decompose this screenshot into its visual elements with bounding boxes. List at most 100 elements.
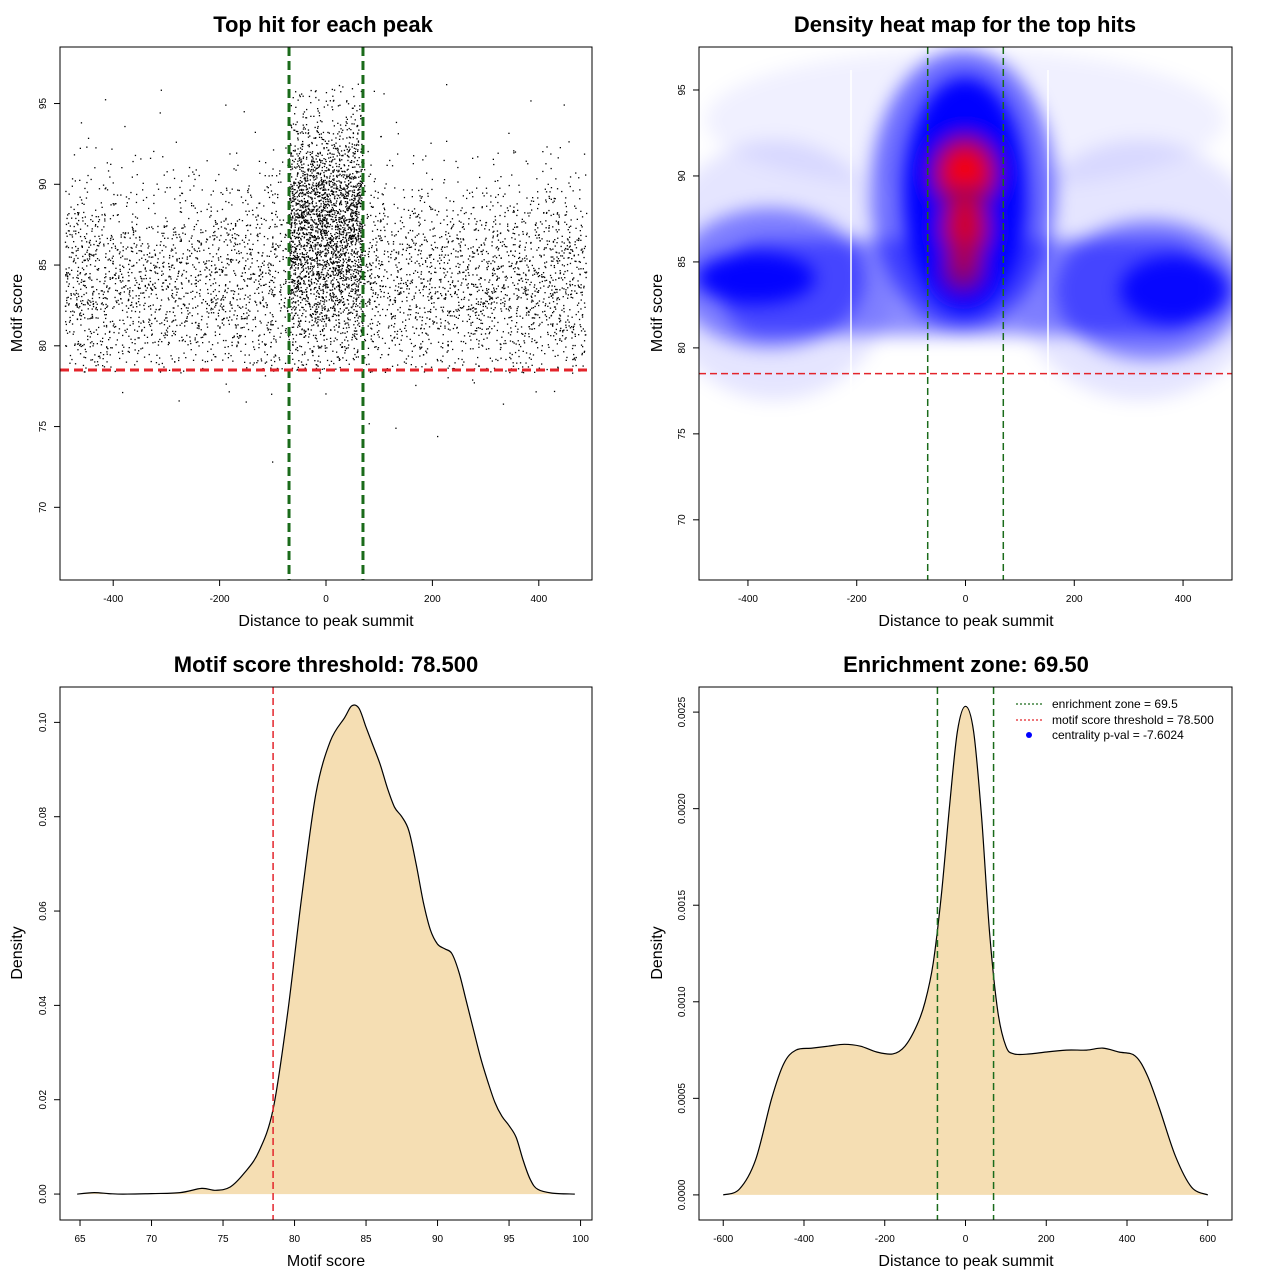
scatter-point-background (130, 191, 132, 194)
scatter-point-background (343, 219, 345, 221)
scatter-point-background (256, 362, 258, 364)
scatter-point-background (512, 341, 514, 343)
scatter-point-background (102, 297, 104, 299)
scatter-point-background (272, 236, 274, 238)
scatter-point-background (430, 208, 432, 211)
scatter-point-background (466, 197, 468, 200)
scatter-point-background (368, 300, 370, 302)
scatter-point-background (315, 286, 317, 289)
scatter-point-background (79, 147, 81, 149)
scatter-point-background (79, 353, 82, 355)
scatter-point-background (198, 325, 200, 327)
scatter-point-background (369, 299, 371, 301)
scatter-point-background (377, 191, 379, 194)
scatter-point-central (297, 155, 299, 157)
scatter-point-background (493, 287, 495, 289)
scatter-point-background (431, 178, 433, 181)
scatter-point-background (106, 361, 108, 363)
scatter-point-background (517, 340, 519, 342)
scatter-point-background (447, 254, 449, 256)
scatter-point-background (428, 288, 431, 291)
scatter-point-background (480, 298, 482, 300)
scatter-point-background (451, 240, 453, 243)
scatter-point-background (494, 219, 497, 221)
scatter-point-background (552, 213, 555, 215)
scatter-point-central (346, 101, 348, 103)
scatter-point-background (545, 266, 547, 269)
scatter-point-background (221, 208, 224, 211)
scatter-point-background (561, 255, 564, 257)
scatter-point-background (301, 291, 304, 294)
scatter-point-background (453, 311, 455, 313)
scatter-point-background (437, 291, 439, 293)
scatter-point-background (394, 258, 396, 261)
scatter-point-background (76, 222, 78, 225)
scatter-point-background (389, 159, 391, 162)
scatter-point-background (252, 273, 254, 275)
scatter-point-background (397, 153, 399, 155)
scatter-point-background (134, 154, 137, 157)
scatter-point-background (417, 254, 419, 256)
scatter-point-background (106, 306, 108, 308)
scatter-point-central (307, 202, 309, 204)
scatter-point-background (168, 266, 170, 268)
scatter-point-background (565, 359, 567, 361)
scatter-point-background (228, 391, 230, 393)
scatter-point-background (258, 275, 260, 277)
scatter-point-central (357, 200, 359, 202)
scatter-point-background (364, 283, 366, 285)
scatter-point-background (163, 319, 166, 321)
scatter-point-central (351, 219, 353, 221)
scatter-point-background (558, 252, 560, 254)
scatter-point-background (97, 333, 99, 335)
scatter-point-background (486, 205, 488, 207)
scatter-point-background (123, 291, 125, 293)
scatter-point-background (338, 357, 340, 360)
scatter-point-background (447, 377, 449, 379)
scatter-point-background (367, 266, 369, 268)
scatter-point-background (565, 326, 567, 329)
scatter-point-background (224, 274, 226, 276)
scatter-point-background (176, 236, 178, 239)
scatter-point-central (325, 182, 327, 184)
scatter-point-background (283, 269, 285, 272)
scatter-point-background (117, 299, 119, 302)
scatter-point-background (518, 343, 520, 346)
scatter-point-central (357, 236, 359, 238)
scatter-point-background (226, 317, 228, 319)
scatter-point-background (115, 278, 117, 280)
scatter-point-background (524, 257, 526, 259)
scatter-point-background (375, 259, 377, 262)
scatter-point-background (101, 229, 103, 231)
scatter-point-background (94, 225, 97, 227)
scatter-point-central (290, 247, 292, 249)
scatter-point-background (485, 237, 487, 239)
scatter-point-background (553, 266, 556, 269)
scatter-point-background (81, 302, 83, 305)
scatter-point-central (307, 255, 309, 257)
scatter-point-background (270, 323, 272, 325)
scatter-point-background (109, 239, 112, 241)
scatter-point-background (108, 258, 110, 260)
scatter-point-background (484, 333, 487, 335)
scatter-point-background (430, 254, 432, 256)
scatter-point-background (71, 269, 73, 271)
scatter-point-background (485, 250, 488, 253)
scatter-point-background (111, 347, 113, 349)
scatter-point-background (449, 287, 451, 289)
scatter-point-background (338, 325, 340, 327)
scatter-point-background (171, 358, 173, 360)
scatter-point-background (544, 280, 546, 282)
scatter-point-background (91, 279, 93, 281)
scatter-point-background (200, 232, 202, 234)
scatter-point-background (455, 309, 457, 311)
scatter-point-background (107, 348, 109, 350)
scatter-point-background (314, 223, 317, 225)
scatter-point-background (422, 263, 424, 265)
scatter-point-central (315, 239, 317, 241)
scatter-point-background (428, 338, 430, 341)
scatter-point-background (204, 269, 206, 271)
scatter-point-background (321, 307, 323, 309)
scatter-point-background (386, 271, 388, 273)
scatter-point-background (523, 288, 525, 290)
